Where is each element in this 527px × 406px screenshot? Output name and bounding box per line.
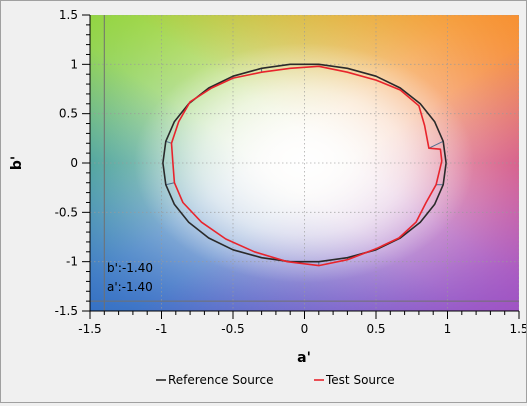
deviation-connector	[428, 140, 444, 149]
cursor-a-readout: a':-1.40	[107, 280, 153, 294]
deviation-connector	[165, 140, 172, 144]
x-tick-label: -1.5	[78, 322, 101, 336]
grid-lines	[90, 15, 519, 311]
y-tick-label: 0	[70, 156, 78, 170]
x-tick-label: 1	[444, 322, 452, 336]
cursor-readout: b':-1.40 a':-1.40	[107, 261, 153, 294]
y-tick-label: -1	[66, 255, 78, 269]
x-tick-label: 0.5	[366, 322, 385, 336]
x-tick-label: -0.5	[221, 322, 244, 336]
legend: Reference Source Test Source	[156, 373, 395, 387]
series-line-test-source	[170, 65, 443, 267]
legend-label: Reference Source	[168, 373, 273, 387]
series-layer	[162, 63, 447, 267]
y-axis-label: b'	[9, 156, 25, 170]
tick-marks	[82, 14, 520, 319]
crosshair-cursor[interactable]	[90, 15, 519, 311]
y-tick-label: -1.5	[55, 304, 78, 318]
tick-labels: -1.5 -1 -0.5 0 0.5 1 1.5 1.5 1 0.5 0 -0.5 -1 -1.5	[55, 8, 527, 336]
legend-label: Test Source	[325, 373, 395, 387]
cursor-b-readout: b':-1.40	[107, 261, 153, 275]
y-tick-label: 1.5	[59, 8, 78, 22]
y-tick-label: -0.5	[55, 205, 78, 219]
x-tick-label: 0	[301, 322, 309, 336]
x-axis-label: a'	[297, 350, 311, 366]
x-tick-label: -1	[156, 322, 168, 336]
y-tick-label: 0.5	[59, 107, 78, 121]
deviation-connector	[165, 182, 175, 186]
y-tick-label: 1	[70, 57, 78, 71]
x-tick-label: 1.5	[509, 322, 526, 336]
series-line-reference-source	[162, 63, 447, 263]
